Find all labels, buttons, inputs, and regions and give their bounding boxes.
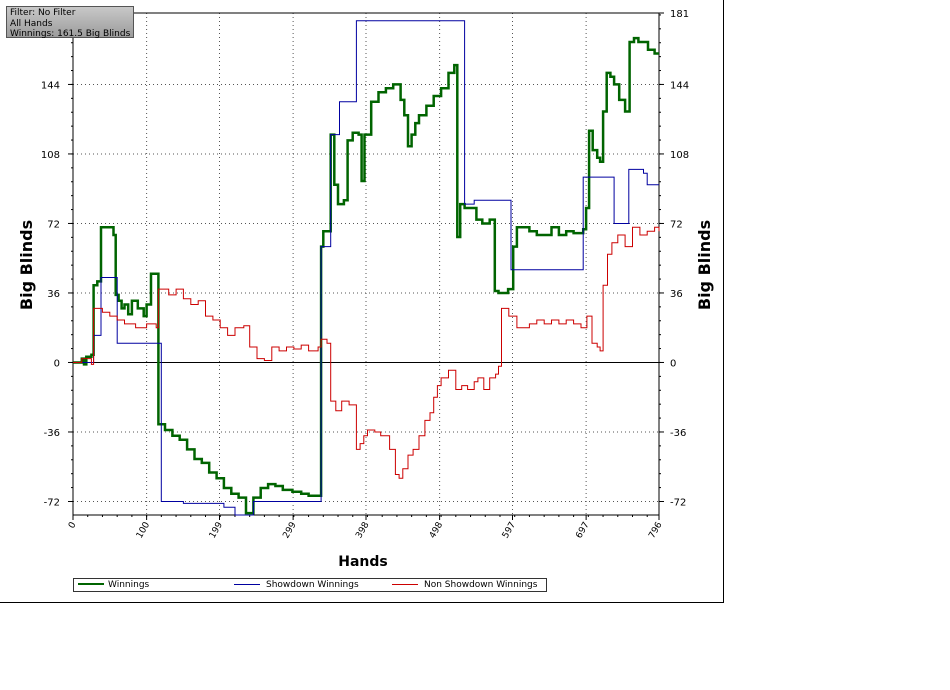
x-tick-label: 199 — [208, 520, 225, 540]
legend-swatch-nonshowdown — [392, 584, 418, 585]
x-tick-label: 697 — [574, 521, 591, 541]
x-tick-label: 398 — [354, 520, 371, 540]
legend-swatch-showdown — [234, 584, 260, 585]
y-tick-label-right: 108 — [670, 150, 689, 161]
filter-info-box: Filter: No Filter All Hands Winnings: 16… — [6, 6, 134, 39]
y-axis-title-right: Big Blinds — [695, 220, 714, 310]
hands-label: All Hands — [10, 18, 53, 29]
legend-label-showdown: Showdown Winnings — [266, 580, 359, 590]
y-tick-label-right: 36 — [670, 289, 683, 300]
y-tick-label-right: 181 — [670, 9, 689, 20]
y-tick-label-right: 72 — [670, 219, 683, 230]
y-tick-label-left: -72 — [44, 497, 60, 508]
y-tick-label-right: -72 — [670, 497, 686, 508]
y-tick-label-left: 72 — [47, 219, 60, 230]
y-tick-label-left: -36 — [44, 428, 60, 439]
y-tick-label-left: 108 — [41, 150, 60, 161]
series-layer — [73, 20, 660, 516]
x-axis-title: Hands — [338, 554, 388, 570]
x-tick-label: 796 — [647, 520, 664, 540]
series-line-nonshowdown — [73, 226, 660, 479]
filter-label: Filter: No Filter — [10, 8, 76, 18]
winnings-chart: 0 100 199 299 398 498 597 697 796 -72 -36 0 36 72 108 1… — [17, 9, 714, 570]
x-tick-label: 0 — [67, 520, 79, 530]
y-tick-label-right: -36 — [670, 428, 686, 439]
y-tick-label-right: 0 — [670, 358, 676, 369]
y-tick-label-left: 0 — [54, 358, 60, 369]
y-axis-title-left: Big Blinds — [17, 220, 36, 310]
x-tick-label: 498 — [428, 520, 445, 540]
legend-label-winnings: Winnings — [108, 580, 150, 590]
x-tick-label: 299 — [281, 520, 298, 540]
winnings-summary: Winnings: 161.5 Big Blinds — [10, 29, 131, 39]
legend-label-nonshowdown: Non Showdown Winnings — [424, 580, 538, 590]
chart-legend: Winnings Showdown Winnings Non Showdown … — [73, 578, 547, 592]
x-tick-label: 597 — [501, 521, 518, 541]
y-tick-label-left: 36 — [47, 289, 60, 300]
y-tick-label-right: 144 — [670, 80, 689, 91]
grid-layer — [73, 13, 659, 515]
legend-swatch-winnings — [78, 583, 104, 585]
x-tick-label: 100 — [135, 520, 152, 540]
axis-layer: 0 100 199 299 398 498 597 697 796 -72 -36 0 36 72 108 1… — [41, 9, 689, 540]
y-tick-label-left: 144 — [41, 80, 60, 91]
series-line-showdown — [73, 20, 659, 516]
